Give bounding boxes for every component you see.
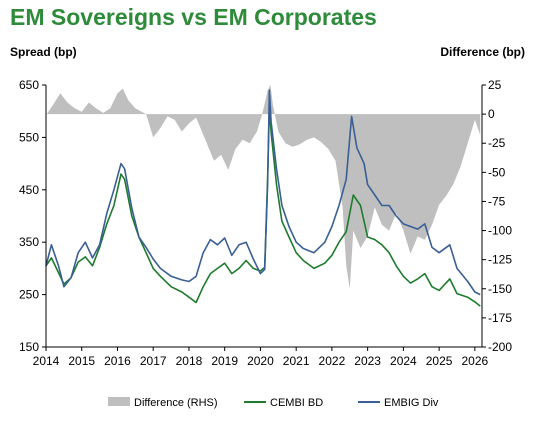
legend-label-difference-rhs-: Difference (RHS) [134, 397, 218, 409]
series-embig-div-line [45, 89, 481, 296]
x-tick-label: 2020 [247, 354, 274, 368]
x-tick-label: 2023 [354, 354, 381, 368]
x-tick-label: 2025 [426, 354, 453, 368]
right-tick-label: 0 [488, 107, 495, 121]
right-tick-label: -150 [488, 282, 512, 296]
legend-label-embig-div: EMBIG Div [384, 397, 439, 409]
left-tick-label: 350 [19, 235, 39, 249]
left-tick-label: 150 [19, 340, 39, 354]
left-axis-title: Spread (bp) [10, 45, 77, 59]
right-tick-label: -175 [488, 311, 512, 325]
x-tick-label: 2022 [319, 354, 346, 368]
left-tick-label: 550 [19, 130, 39, 144]
legend: Difference (RHS) CEMBI BD EMBIG Div [108, 397, 439, 409]
left-tick-label: 650 [19, 78, 39, 92]
x-tick-label: 2026 [462, 354, 489, 368]
legend-swatch-difference-rhs- [108, 397, 130, 406]
legend-label-cembi-bd: CEMBI BD [270, 397, 323, 409]
x-tick-label: 2018 [176, 354, 203, 368]
x-tick-label: 2021 [283, 354, 310, 368]
plot-layer [45, 85, 481, 307]
right-tick-label: -100 [488, 224, 512, 238]
right-tick-label: -75 [488, 194, 506, 208]
right-tick-label: -25 [488, 136, 506, 150]
left-tick-label: 250 [19, 288, 39, 302]
x-tick-label: 2014 [33, 354, 60, 368]
left-tick-label: 450 [19, 183, 39, 197]
right-tick-label: 25 [488, 78, 502, 92]
right-tick-label: -200 [488, 340, 512, 354]
axes-layer: 150250350450550650-200-175-150-125-100-7… [19, 78, 512, 368]
right-axis-title: Difference (bp) [440, 45, 525, 59]
x-tick-label: 2016 [104, 354, 131, 368]
right-tick-label: -50 [488, 165, 506, 179]
x-tick-label: 2019 [211, 354, 238, 368]
chart-title: EM Sovereigns vs EM Corporates [10, 4, 377, 30]
x-tick-label: 2017 [140, 354, 167, 368]
x-tick-label: 2024 [390, 354, 417, 368]
series-difference-area [46, 85, 481, 289]
right-tick-label: -125 [488, 253, 512, 267]
x-tick-label: 2015 [68, 354, 95, 368]
